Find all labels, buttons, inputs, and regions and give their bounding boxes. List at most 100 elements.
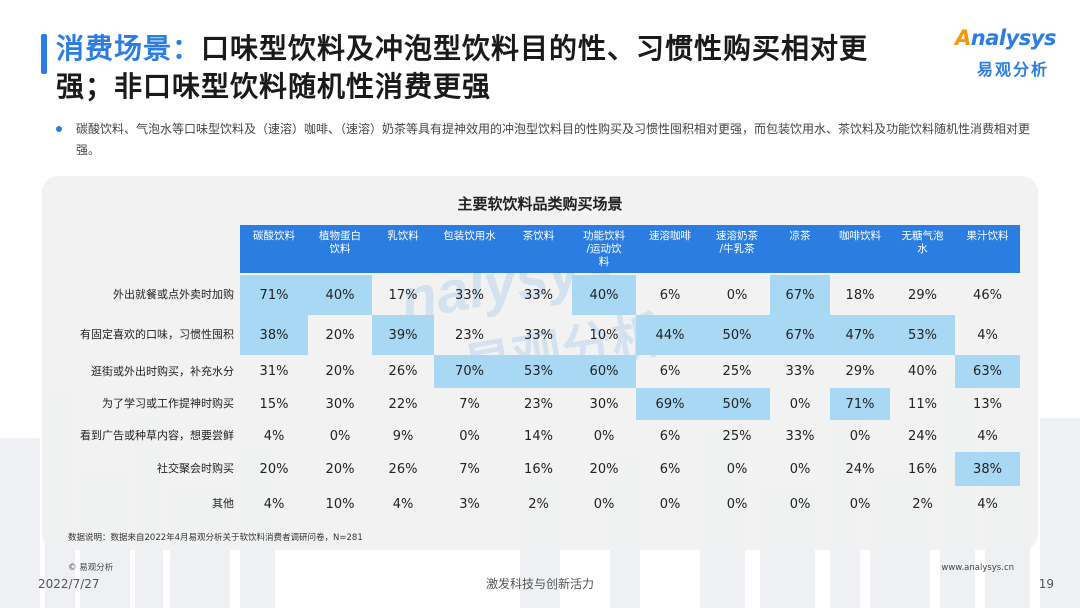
row-label: 其他 xyxy=(212,497,234,510)
table-cell: 20% xyxy=(589,461,619,477)
table-cell: 0% xyxy=(329,428,351,444)
title-accent-bar xyxy=(41,34,47,74)
table-cell: 33% xyxy=(524,287,553,303)
data-note: 数据说明：数据来自2022年4月易观分析关于软饮料消费者调研问卷，N=281 xyxy=(68,533,363,543)
website-url: www.analysys.cn xyxy=(941,563,1014,573)
table-cell: 20% xyxy=(259,461,289,477)
column-header-line: 水 xyxy=(917,243,928,255)
table-cell: 71% xyxy=(240,275,308,315)
column-header: 果汁饮料 xyxy=(955,225,1020,273)
table-cell: 24% xyxy=(845,461,875,477)
table-cell: 40% xyxy=(572,275,636,315)
table-cell: 4% xyxy=(977,327,998,343)
column-header: 无糖气泡水 xyxy=(890,225,955,273)
table-cell: 16% xyxy=(908,461,937,477)
bullet-dot-icon xyxy=(56,126,62,132)
table-cell: 46% xyxy=(973,287,1002,303)
table-cell: 3% xyxy=(459,496,480,512)
column-header: 咖啡饮料 xyxy=(830,225,890,273)
table-cell: 71% xyxy=(830,388,890,420)
column-header: 速溶奶茶/牛乳茶 xyxy=(704,225,770,273)
table-cell: 29% xyxy=(845,364,875,379)
table-cell: 33% xyxy=(524,327,553,343)
table-cell: 26% xyxy=(388,461,418,477)
table-cell: 23% xyxy=(524,396,553,412)
table-cell: 6% xyxy=(659,428,681,444)
table-cell: 26% xyxy=(388,364,418,379)
column-header-line: 果汁饮料 xyxy=(966,230,1009,242)
table-cell: 4% xyxy=(977,428,998,444)
table-cell: 29% xyxy=(908,287,937,303)
column-header: 植物蛋白 饮料 xyxy=(308,225,372,273)
table-cell: 20% xyxy=(325,461,355,477)
analysys-logo: Analysys 易观分析 xyxy=(955,26,1065,80)
table-cell: 31% xyxy=(259,364,289,379)
title-highlight: 消费场景： xyxy=(56,32,202,65)
copyright: © 易观分析 xyxy=(68,563,114,573)
column-header-line: 速溶奶茶 xyxy=(716,230,758,242)
table-cell: 44% xyxy=(636,315,704,355)
table-cell: 33% xyxy=(785,428,815,444)
table-cell: 0% xyxy=(789,461,811,477)
column-header-line: 乳饮料 xyxy=(387,230,419,242)
column-header-line: /运动饮 xyxy=(586,243,622,255)
table-cell: 22% xyxy=(388,396,418,412)
table-cell: 2% xyxy=(912,496,933,512)
table-cell: 15% xyxy=(259,396,289,412)
table-cell: 18% xyxy=(845,287,875,303)
table-cell: 69% xyxy=(636,388,704,420)
table-cell: 0% xyxy=(593,496,615,512)
table-cell: 47% xyxy=(830,315,890,355)
column-header-line: 饮料 xyxy=(329,243,351,255)
column-header-line: 料 xyxy=(598,256,610,268)
chart-title: 主要软饮料品类购买场景 xyxy=(457,195,623,213)
table-cell: 20% xyxy=(325,364,355,379)
column-header-line: 碳酸饮料 xyxy=(253,230,295,242)
column-header: 速溶咖啡 xyxy=(636,225,704,273)
table-cell: 11% xyxy=(908,396,937,412)
table-cell: 0% xyxy=(659,496,681,512)
table-cell: 0% xyxy=(726,287,748,303)
table-cell: 4% xyxy=(977,496,998,512)
column-header-line: 茶饮料 xyxy=(522,230,555,242)
table-cell: 4% xyxy=(263,496,285,512)
table-cell: 6% xyxy=(659,364,681,379)
column-header-line: 功能饮料 xyxy=(583,230,625,242)
column-header-line: 无糖气泡 xyxy=(901,230,944,242)
table-cell: 0% xyxy=(789,496,811,512)
title-line1: 口味型饮料及冲泡型饮料目的性、习惯性购买相对更 xyxy=(201,32,869,65)
table-cell: 13% xyxy=(973,396,1002,412)
table-cell: 30% xyxy=(589,396,619,412)
column-header-line: 速溶咖啡 xyxy=(649,230,691,242)
table-cell: 67% xyxy=(770,315,830,355)
table-cell: 20% xyxy=(325,327,355,343)
summary-bullet: 碳酸饮料、气泡水等口味型饮料及（速溶）咖啡、（速溶）奶茶等具有提神效用的冲泡型饮… xyxy=(76,122,1031,157)
logo-text-en: Analysys xyxy=(955,26,1056,50)
table-cell: 60% xyxy=(572,355,636,388)
table-cell: 50% xyxy=(704,315,770,355)
table-cell: 38% xyxy=(240,315,308,355)
table-cell: 0% xyxy=(726,496,748,512)
column-header-line: /牛乳茶 xyxy=(719,243,755,255)
table-cell: 40% xyxy=(908,364,937,379)
table-cell: 17% xyxy=(388,287,418,303)
table-cell: 30% xyxy=(325,396,355,412)
table-cell: 0% xyxy=(726,461,748,477)
table-cell: 53% xyxy=(505,355,572,388)
table-cell: 63% xyxy=(955,355,1020,388)
table-cell: 9% xyxy=(392,428,414,444)
table-cell: 2% xyxy=(528,496,549,512)
table-cell: 14% xyxy=(524,428,553,444)
table-cell: 0% xyxy=(459,428,480,444)
table-cell: 6% xyxy=(659,461,681,477)
page-title: 消费场景：口味型饮料及冲泡型饮料目的性、习惯性购买相对更 强；非口味型饮料随机性消… xyxy=(56,30,936,106)
column-header: 乳饮料 xyxy=(372,225,434,273)
column-header-line: 咖啡饮料 xyxy=(839,230,881,242)
table-cell: 53% xyxy=(890,315,955,355)
table-cell: 33% xyxy=(785,364,815,379)
table-cell: 40% xyxy=(308,275,372,315)
column-header: 功能饮料/运动饮料 xyxy=(572,225,636,273)
column-header: 包装饮用水 xyxy=(434,225,505,273)
table-cell: 70% xyxy=(434,355,505,388)
table-cell: 25% xyxy=(722,364,752,379)
